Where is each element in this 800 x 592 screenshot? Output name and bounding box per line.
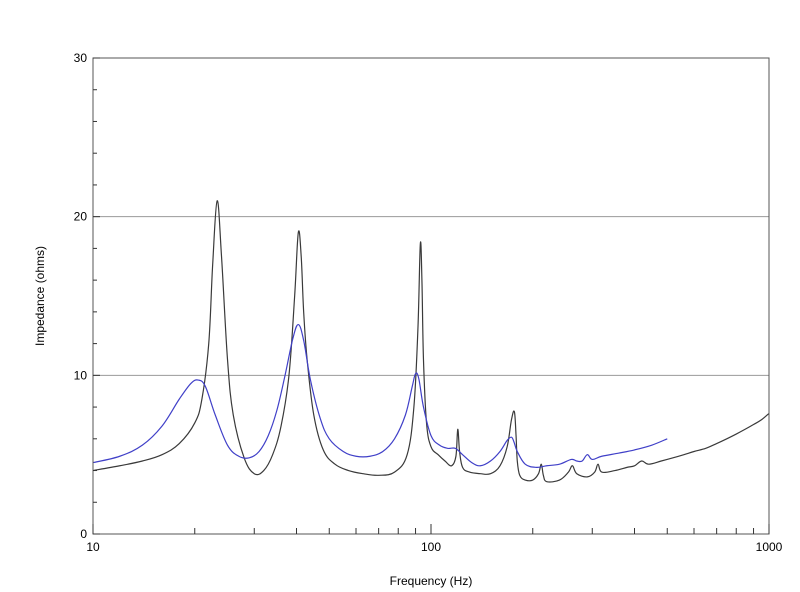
grid-lines: [93, 216, 769, 376]
y-tick-label-10: 10: [74, 368, 88, 382]
x-axis-ticks: 10 100 1000: [86, 524, 783, 554]
series-line-2: [92, 323, 668, 468]
y-axis-ticks: 0 10 20 30: [74, 51, 100, 541]
y-axis-title: Impedance (ohms): [33, 246, 47, 346]
x-tick-label-100: 100: [421, 540, 441, 554]
plot-frame: [92, 57, 770, 535]
series-line-1: [92, 200, 770, 483]
y-tick-label-20: 20: [74, 210, 88, 224]
x-axis-title: Frequency (Hz): [390, 574, 473, 588]
y-tick-label-30: 30: [74, 51, 88, 65]
series-layer: [92, 200, 770, 483]
x-tick-label-1000: 1000: [756, 540, 783, 554]
y-tick-label-0: 0: [80, 527, 87, 541]
x-tick-label-10: 10: [86, 540, 100, 554]
